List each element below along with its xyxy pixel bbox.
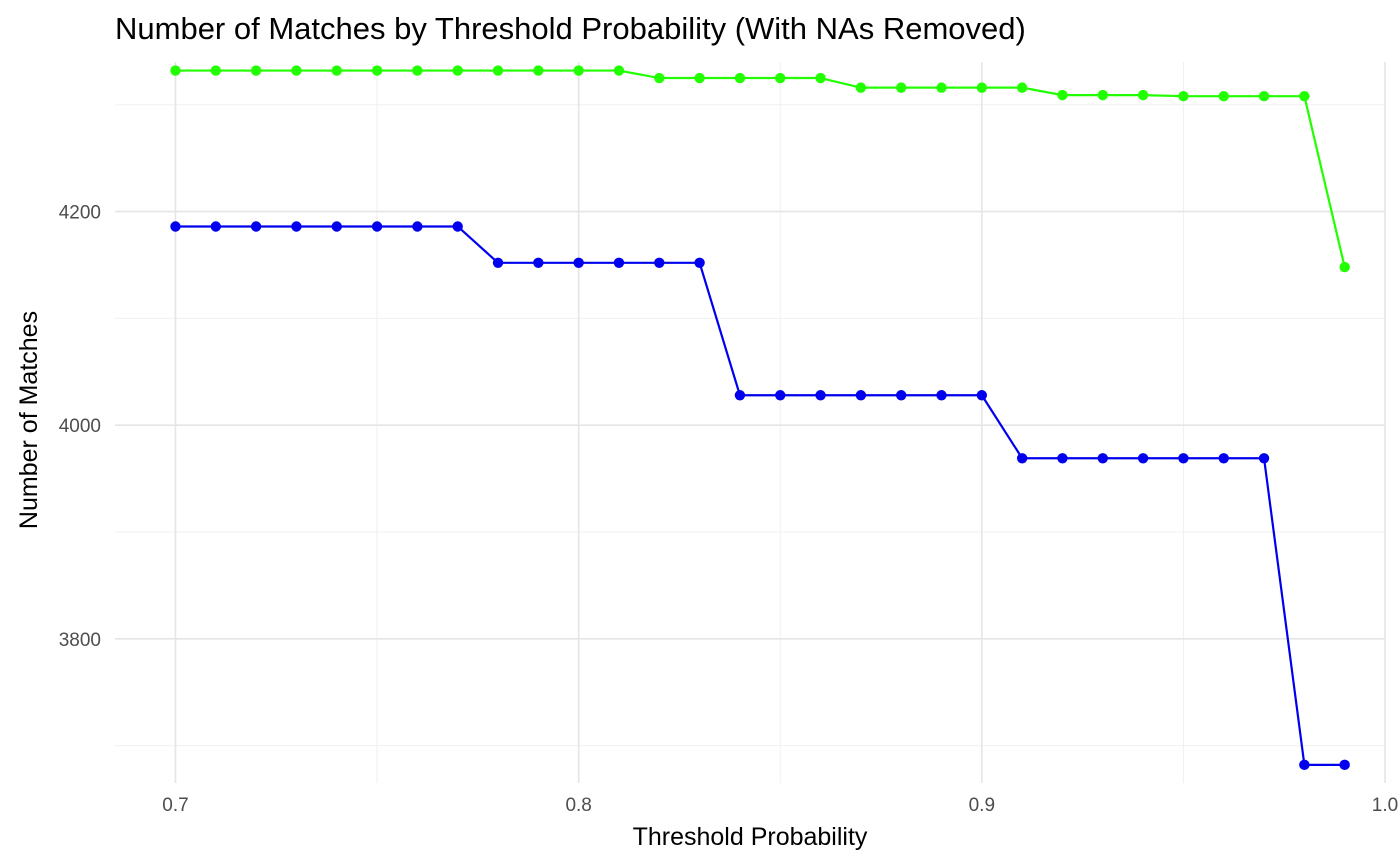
data-point bbox=[775, 390, 786, 401]
data-point bbox=[1016, 453, 1028, 464]
data-point bbox=[734, 72, 746, 84]
data-point bbox=[331, 65, 342, 76]
data-point bbox=[1097, 453, 1108, 464]
data-point bbox=[412, 221, 423, 232]
data-point bbox=[1137, 453, 1149, 464]
tick-labels: 0.7 0.8 0.9 1.0 3800 4000 4200 bbox=[59, 203, 1398, 816]
data-point bbox=[936, 390, 947, 401]
x-tick-label: 0.9 bbox=[969, 795, 995, 816]
y-tick-label: 4200 bbox=[59, 203, 101, 224]
data-point bbox=[573, 257, 584, 269]
data-point bbox=[1218, 453, 1229, 464]
data-point bbox=[1057, 89, 1068, 101]
data-point bbox=[1178, 90, 1189, 102]
data-point bbox=[895, 82, 907, 93]
grid bbox=[115, 62, 1386, 783]
data-point bbox=[533, 257, 544, 269]
data-point bbox=[1137, 89, 1149, 101]
data-point bbox=[412, 65, 423, 76]
data-point bbox=[1258, 90, 1270, 102]
data-point bbox=[694, 257, 705, 269]
x-tick-label: 0.8 bbox=[565, 795, 591, 816]
data-point bbox=[815, 390, 826, 401]
data-point bbox=[1097, 89, 1108, 101]
data-point bbox=[1299, 90, 1310, 102]
data-point bbox=[291, 65, 302, 76]
data-point bbox=[855, 390, 867, 401]
data-point bbox=[573, 65, 584, 76]
data-point bbox=[452, 65, 463, 76]
y-tick-label: 3800 bbox=[59, 630, 101, 651]
data-point bbox=[1258, 453, 1270, 464]
chart-title: Number of Matches by Threshold Probabili… bbox=[115, 11, 1026, 46]
x-tick-label: 1.0 bbox=[1372, 795, 1398, 816]
x-axis-title: Threshold Probability bbox=[633, 823, 868, 851]
data-point bbox=[694, 72, 705, 84]
data-point bbox=[1218, 90, 1229, 102]
data-point bbox=[371, 221, 383, 232]
data-point bbox=[654, 72, 665, 84]
data-point bbox=[1299, 759, 1310, 771]
data-point bbox=[250, 65, 262, 76]
data-point bbox=[1339, 759, 1350, 771]
data-point bbox=[613, 65, 625, 76]
y-tick-label: 4000 bbox=[59, 416, 101, 437]
data-point bbox=[170, 221, 181, 232]
data-point bbox=[170, 65, 181, 76]
data-point bbox=[1339, 261, 1350, 273]
y-axis-title: Number of Matches bbox=[15, 311, 43, 529]
data-point bbox=[936, 82, 947, 93]
data-point bbox=[815, 72, 826, 84]
data-point bbox=[613, 257, 625, 269]
series-layer bbox=[170, 65, 1350, 771]
data-point bbox=[492, 65, 504, 76]
series-1 bbox=[170, 65, 1350, 273]
data-point bbox=[895, 390, 907, 401]
x-tick-label: 0.7 bbox=[162, 795, 188, 816]
data-point bbox=[371, 65, 383, 76]
data-point bbox=[210, 65, 221, 76]
data-point bbox=[250, 221, 262, 232]
data-point bbox=[1016, 82, 1028, 93]
data-point bbox=[331, 221, 342, 232]
data-point bbox=[654, 257, 665, 269]
data-point bbox=[976, 390, 988, 401]
data-point bbox=[452, 221, 463, 232]
series-line bbox=[175, 69, 1346, 268]
data-point bbox=[210, 221, 221, 232]
data-point bbox=[1178, 453, 1189, 464]
data-point bbox=[492, 257, 504, 269]
data-point bbox=[1057, 453, 1068, 464]
series-2 bbox=[170, 221, 1350, 771]
data-point bbox=[775, 72, 786, 84]
data-point bbox=[734, 390, 746, 401]
series-line bbox=[175, 225, 1345, 766]
data-point bbox=[533, 65, 544, 76]
data-point bbox=[855, 82, 867, 93]
data-point bbox=[291, 221, 302, 232]
data-point bbox=[976, 82, 988, 93]
